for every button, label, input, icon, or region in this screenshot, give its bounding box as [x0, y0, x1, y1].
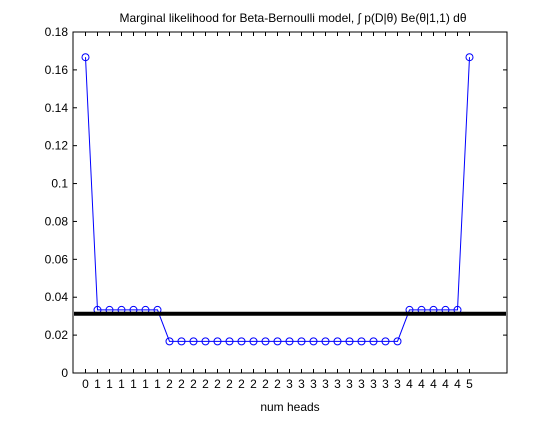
x-tick-label: 2 [274, 377, 281, 391]
x-tick-label: 2 [178, 377, 185, 391]
x-tick-label: 2 [190, 377, 197, 391]
y-tick-label: 0.18 [45, 25, 69, 39]
x-axis-label: num heads [260, 400, 319, 414]
y-tick-label: 0.02 [45, 328, 69, 342]
x-tick-label: 4 [442, 377, 449, 391]
x-tick-label: 4 [430, 377, 437, 391]
y-tick-label: 0.1 [51, 177, 68, 191]
y-tick-label: 0 [61, 366, 68, 380]
x-tick-label: 3 [322, 377, 329, 391]
y-tick-label: 0.08 [45, 214, 69, 228]
x-tick-label: 2 [226, 377, 233, 391]
x-tick-label: 1 [106, 377, 113, 391]
x-tick-label: 4 [454, 377, 461, 391]
x-tick-label: 3 [298, 377, 305, 391]
x-tick-label: 2 [202, 377, 209, 391]
x-tick-label: 3 [286, 377, 293, 391]
y-tick-label: 0.12 [45, 139, 69, 153]
x-tick-label: 3 [370, 377, 377, 391]
x-tick-label: 3 [334, 377, 341, 391]
x-tick-label: 4 [406, 377, 413, 391]
x-tick-label: 2 [214, 377, 221, 391]
x-tick-label: 1 [118, 377, 125, 391]
x-tick-label: 3 [394, 377, 401, 391]
x-tick-label: 2 [250, 377, 257, 391]
x-tick-label: 2 [238, 377, 245, 391]
y-tick-label: 0.16 [45, 63, 69, 77]
x-tick-label: 3 [358, 377, 365, 391]
chart-title: Marginal likelihood for Beta-Bernoulli m… [119, 11, 466, 25]
x-tick-label: 1 [94, 377, 101, 391]
x-tick-label: 0 [82, 377, 89, 391]
y-tick-label: 0.04 [45, 290, 69, 304]
x-tick-label: 2 [262, 377, 269, 391]
x-tick-label: 5 [466, 377, 473, 391]
x-tick-label: 1 [130, 377, 137, 391]
x-tick-label: 2 [166, 377, 173, 391]
plot-area [73, 32, 507, 373]
y-tick-label: 0.06 [45, 252, 69, 266]
x-tick-label: 1 [142, 377, 149, 391]
y-tick-label: 0.14 [45, 101, 69, 115]
x-tick-label: 4 [418, 377, 425, 391]
x-tick-label: 3 [310, 377, 317, 391]
x-tick-label: 1 [154, 377, 161, 391]
x-tick-label: 3 [346, 377, 353, 391]
x-tick-label: 3 [382, 377, 389, 391]
